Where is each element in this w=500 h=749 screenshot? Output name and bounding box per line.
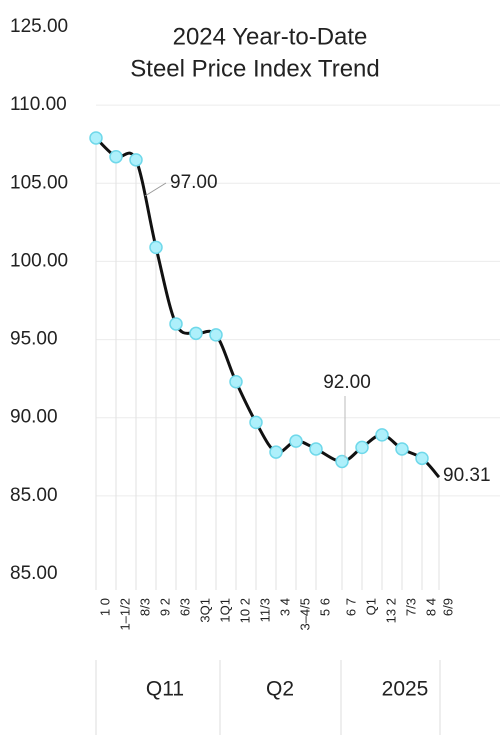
marker bbox=[309, 442, 323, 456]
marker bbox=[129, 153, 143, 167]
x-tick-label: Q1 bbox=[363, 598, 378, 615]
x-tick-label: 9 2 bbox=[157, 598, 172, 616]
group-label: 2025 bbox=[382, 678, 429, 701]
group-label: Q2 bbox=[266, 678, 294, 701]
marker bbox=[355, 440, 369, 455]
marker bbox=[89, 131, 103, 145]
x-tick-label: 1Q1 bbox=[217, 598, 232, 623]
marker bbox=[109, 149, 123, 164]
x-tick-label: 1 0 bbox=[97, 598, 112, 616]
marker bbox=[289, 434, 303, 448]
y-tick-label: 105.00 bbox=[10, 172, 68, 193]
x-tick-label: 5 6 bbox=[317, 598, 332, 616]
y-tick-label: 110.00 bbox=[10, 94, 67, 115]
x-tick-label: 3 4 bbox=[277, 598, 292, 616]
annotation-leader bbox=[144, 182, 167, 197]
x-tick-label: 7/3 bbox=[403, 598, 418, 616]
chart-title: Steel Price Index Trend bbox=[130, 55, 379, 82]
y-tick-label: 125.00 bbox=[10, 16, 68, 37]
x-tick-label: 13 2 bbox=[383, 598, 398, 623]
x-tick-label: 6 7 bbox=[343, 598, 358, 616]
annotation: 97.00 bbox=[170, 172, 218, 193]
y-tick-label: 85.00 bbox=[10, 485, 58, 506]
marker bbox=[375, 428, 389, 442]
marker bbox=[335, 454, 349, 469]
x-tick-label: 3Q1 bbox=[197, 598, 212, 623]
y-tick-label: 100.00 bbox=[10, 250, 68, 271]
marker bbox=[149, 240, 163, 255]
group-label: Q11 bbox=[146, 678, 184, 701]
x-tick-label: 8 4 bbox=[423, 598, 438, 616]
marker bbox=[209, 328, 223, 342]
marker bbox=[249, 415, 263, 430]
annotation: 92.00 bbox=[323, 372, 371, 393]
marker bbox=[229, 375, 243, 389]
marker bbox=[415, 451, 429, 466]
x-tick-label: 1–1/2 bbox=[117, 598, 132, 631]
marker bbox=[189, 326, 203, 341]
x-tick-label: 8/3 bbox=[137, 598, 152, 616]
x-tick-label: 10 2 bbox=[237, 598, 252, 623]
y-tick-label: 95.00 bbox=[10, 329, 58, 350]
y-tick-label: 85.00 bbox=[10, 563, 58, 584]
x-tick-label: 11/3 bbox=[257, 598, 272, 622]
marker bbox=[269, 445, 283, 459]
annotation: 90.31 bbox=[443, 465, 491, 486]
marker bbox=[169, 317, 183, 331]
x-tick-label: 6/3 bbox=[177, 598, 192, 616]
y-tick-label: 90.00 bbox=[10, 407, 58, 428]
line bbox=[94, 136, 441, 479]
marker bbox=[395, 442, 409, 456]
chart-title: 2024 Year-to-Date bbox=[173, 23, 368, 50]
x-tick-label: 3–4/5 bbox=[297, 598, 312, 631]
x-tick-label: 6/9 bbox=[440, 598, 455, 616]
